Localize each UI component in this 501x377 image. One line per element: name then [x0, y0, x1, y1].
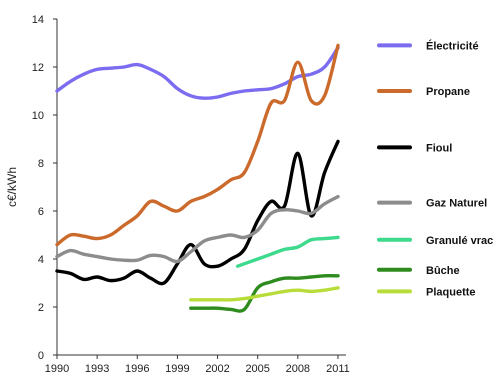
x-tick-label: 1999 — [165, 363, 189, 375]
legend-label-5: Bûche — [426, 265, 460, 277]
x-tick-label: 2002 — [205, 363, 229, 375]
x-tick-label: 1996 — [125, 363, 149, 375]
series-line-5 — [189, 274, 340, 313]
x-tick-label: 1993 — [85, 363, 109, 375]
legend-label-1: Propane — [426, 86, 470, 98]
y-tick-label: 14 — [32, 14, 44, 26]
series-line-2 — [55, 139, 340, 286]
series-line-4 — [235, 235, 340, 268]
series-line-6 — [189, 286, 340, 302]
series-line-0 — [55, 46, 340, 100]
y-tick-label: 0 — [38, 350, 44, 362]
series-line-3 — [55, 194, 340, 264]
y-tick-label: 6 — [38, 206, 44, 218]
y-tick-label: 8 — [38, 158, 44, 170]
y-tick-label: 12 — [32, 62, 44, 74]
legend-label-2: Fioul — [426, 142, 452, 154]
x-tick-label: 2005 — [245, 363, 269, 375]
y-tick-label: 10 — [32, 110, 44, 122]
chart-series — [55, 43, 340, 313]
legend-label-3: Gaz Naturel — [426, 198, 487, 210]
y-axis-title: c€/kWh — [5, 167, 19, 207]
x-tick-label: 2008 — [286, 363, 310, 375]
x-tick-label: 2011 — [326, 363, 350, 375]
x-tick-label: 1990 — [45, 363, 69, 375]
y-tick-label: 2 — [38, 302, 44, 314]
legend-label-0: Électricité — [426, 39, 479, 52]
series-line-1 — [55, 43, 340, 247]
y-tick-label: 4 — [38, 254, 44, 266]
legend-label-6: Plaquette — [426, 286, 476, 298]
chart-legend: Électricité Propane Fioul Gaz Naturel Granul… — [377, 39, 493, 298]
legend-label-4: Granulé vrac — [426, 235, 493, 247]
chart-ticks: 0 2 4 6 8 10 12 14 1990 1993 1996 1999 2002 2005 2008 2… — [32, 14, 350, 375]
